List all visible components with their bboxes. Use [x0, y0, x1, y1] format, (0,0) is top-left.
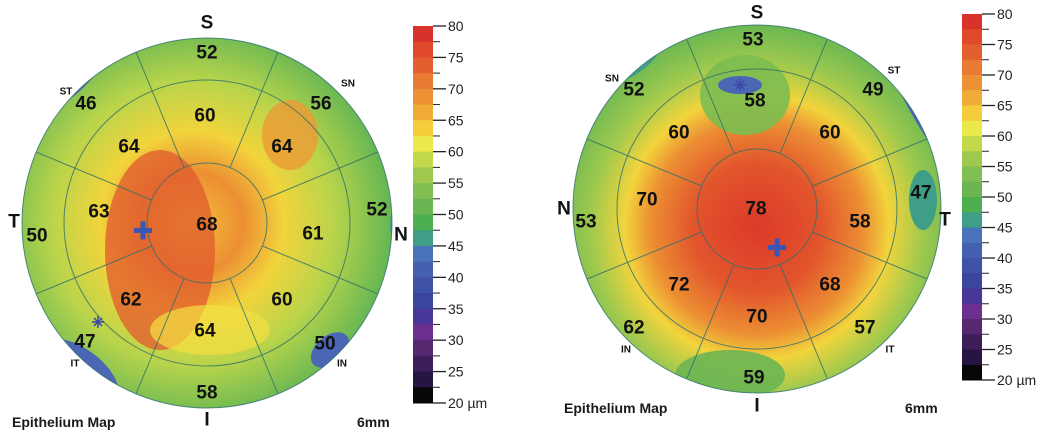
direction-temporal: T: [939, 210, 951, 231]
scale-tick-label: 35: [997, 281, 1013, 297]
scale-tick-label: 40: [997, 250, 1013, 266]
value-outer-in: 62: [623, 318, 644, 339]
value-outer-i: 58: [196, 383, 217, 404]
value-inner-i: 70: [746, 307, 767, 328]
sublabel-sn: SN: [341, 79, 355, 90]
sublabel-in: IN: [337, 359, 347, 370]
value-inner-t: 58: [849, 212, 870, 233]
value-inner-in: 60: [271, 290, 292, 311]
thinnest-point-asterisk-icon: [92, 316, 104, 328]
scale-tick-label: 20 µm: [448, 395, 487, 411]
direction-inferior: I: [754, 396, 759, 417]
direction-nasal: N: [394, 225, 408, 246]
value-inner-in: 72: [668, 275, 689, 296]
value-outer-it: 57: [854, 318, 875, 339]
thickness-map-left: S I T N ST SN IT IN 68 60 64 61 60 64 62…: [8, 13, 487, 431]
map-title: Epithelium Map: [564, 400, 668, 416]
direction-temporal: T: [8, 212, 20, 233]
value-outer-t: 47: [910, 183, 931, 204]
scale-tick-label: 55: [448, 175, 464, 191]
sublabel-in: IN: [621, 345, 631, 356]
sublabel-it: IT: [886, 345, 895, 356]
value-inner-sn: 64: [271, 137, 293, 158]
value-outer-in: 50: [314, 334, 335, 355]
scale-tick-label: 30: [448, 332, 464, 348]
scale-tick-label: 65: [448, 112, 464, 128]
value-outer-n: 53: [575, 212, 596, 233]
scale-tick-label: 45: [997, 220, 1013, 236]
value-center: 68: [196, 215, 217, 236]
epithelium-map-right: S I N T SN ST IN IT 78 58 60 58 68 70 72…: [530, 0, 1060, 444]
scale-tick-label: 75: [997, 37, 1013, 53]
value-inner-s: 60: [194, 106, 215, 127]
scale-tick-label: 45: [448, 238, 464, 254]
scale-tick-label: 60: [997, 128, 1013, 144]
value-outer-s: 52: [196, 43, 217, 64]
scale-tick-label: 35: [448, 301, 464, 317]
scale-tick-label: 30: [997, 311, 1013, 327]
color-scale-right: 80 75 70 65 60 55 50 45 40 35 30 25 20 µm: [962, 6, 1036, 388]
sublabel-st: ST: [60, 87, 73, 98]
map-diameter: 6mm: [357, 414, 390, 430]
sublabel-it: IT: [71, 359, 80, 370]
apex-cross-icon: [768, 238, 786, 257]
scale-tick-label: 80: [448, 18, 464, 34]
color-scale-left: 80 75 70 65 60 55 50 45 40 35 30 25 20 µm: [413, 18, 487, 411]
sublabel-sn: SN: [605, 74, 619, 85]
scale-tick-label: 50: [448, 207, 464, 223]
scale-tick-label: 20 µm: [997, 372, 1036, 388]
value-outer-st: 46: [75, 94, 96, 115]
value-inner-it: 68: [819, 275, 840, 296]
direction-inferior: I: [204, 410, 209, 431]
scale-tick-label: 75: [448, 49, 464, 65]
map-title: Epithelium Map: [12, 414, 116, 430]
direction-nasal: N: [557, 199, 571, 220]
direction-superior: S: [751, 3, 764, 24]
scale-tick-label: 70: [448, 81, 464, 97]
scale-tick-label: 40: [448, 269, 464, 285]
value-inner-t: 63: [88, 202, 109, 223]
scale-tick-label: 25: [997, 342, 1013, 358]
thickness-map-right: S I N T SN ST IN IT 78 58 60 58 68 70 72…: [557, 3, 1036, 417]
value-outer-i: 59: [743, 368, 764, 389]
map-diameter: 6mm: [905, 400, 938, 416]
direction-superior: S: [201, 13, 214, 34]
thinnest-point-asterisk-icon: [734, 79, 746, 91]
value-inner-i: 64: [194, 321, 216, 342]
value-inner-n: 70: [636, 190, 657, 211]
scale-tick-label: 70: [997, 67, 1013, 83]
value-inner-it: 62: [120, 290, 141, 311]
value-inner-s: 58: [744, 91, 765, 112]
value-outer-n: 52: [366, 200, 387, 221]
value-outer-sn: 56: [310, 94, 331, 115]
value-inner-st: 60: [819, 123, 840, 144]
value-inner-sn: 60: [668, 123, 689, 144]
value-center: 78: [745, 199, 766, 220]
value-outer-t: 50: [26, 226, 47, 247]
scale-tick-label: 60: [448, 144, 464, 160]
scale-tick-label: 25: [448, 364, 464, 380]
value-inner-n: 61: [302, 224, 324, 245]
scale-tick-label: 65: [997, 98, 1013, 114]
value-outer-st: 49: [862, 80, 883, 101]
value-outer-it: 47: [74, 332, 95, 353]
epithelium-map-left: S I T N ST SN IT IN 68 60 64 61 60 64 62…: [8, 13, 487, 431]
sublabel-st: ST: [888, 66, 901, 77]
scale-tick-label: 80: [997, 6, 1013, 22]
apex-cross-icon: [134, 221, 152, 240]
scale-tick-label: 50: [997, 189, 1013, 205]
value-outer-sn: 52: [623, 80, 644, 101]
value-outer-s: 53: [742, 30, 763, 51]
value-inner-st: 64: [118, 137, 140, 158]
scale-tick-label: 55: [997, 159, 1013, 175]
